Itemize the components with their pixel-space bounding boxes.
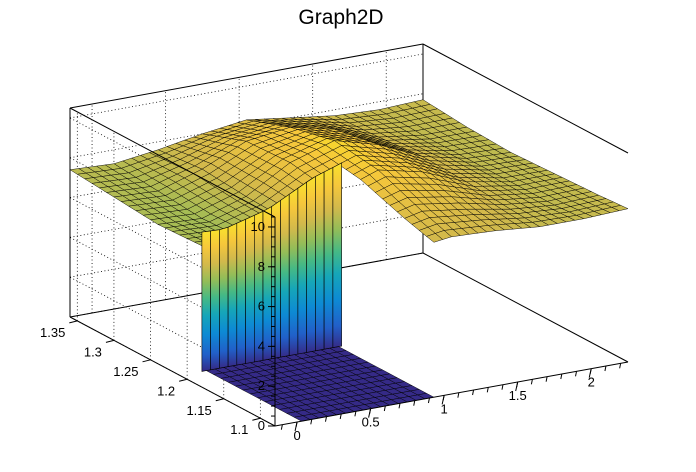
- x-minor-tick: [295, 421, 298, 428]
- z-tick-label: 2: [258, 378, 265, 393]
- x-minor-tick: [354, 411, 357, 417]
- wall-strip: [210, 229, 220, 371]
- x-minor-tick: [516, 381, 519, 388]
- box-edge: [69, 107, 276, 218]
- box-edge: [69, 43, 424, 109]
- y-tick-label: 1.3: [84, 344, 102, 359]
- wall-strip: [271, 199, 281, 360]
- y-tick: [215, 398, 224, 402]
- x-minor-tick: [413, 400, 416, 406]
- y-tick-label: 1.2: [157, 383, 175, 398]
- x-minor-tick: [398, 403, 401, 409]
- x-minor-tick: [427, 397, 430, 404]
- x-minor-tick: [501, 384, 504, 390]
- y-tick: [142, 359, 151, 363]
- x-minor-tick: [339, 413, 342, 420]
- y-tick-label: 1.25: [113, 364, 138, 379]
- box-edge: [422, 252, 629, 363]
- x-tick-label: 0.5: [362, 415, 380, 430]
- x-axis-ticks: 0 0.5 1 1.5 2: [280, 363, 622, 443]
- gridline-z-back: [69, 53, 424, 119]
- surface-mesh: [69, 99, 629, 281]
- wall-strip: [280, 193, 290, 358]
- wall-strip: [315, 171, 325, 352]
- wall-strip: [201, 230, 211, 372]
- wall-strip: [306, 175, 316, 353]
- wall-strip: [236, 218, 246, 366]
- y-tick: [179, 378, 188, 382]
- surface-cell: [611, 205, 629, 211]
- y-tick: [252, 417, 261, 421]
- x-minor-tick: [310, 419, 313, 425]
- x-minor-tick: [604, 365, 607, 372]
- x-minor-tick: [383, 405, 386, 412]
- box-edge: [274, 361, 629, 427]
- x-tick-label: 0: [293, 428, 300, 443]
- z-tick-label: 6: [258, 299, 265, 314]
- z-tick-label: 4: [258, 338, 265, 353]
- x-minor-tick: [575, 371, 578, 377]
- wall-strip: [227, 222, 238, 367]
- z-tick-label: 10: [251, 219, 265, 234]
- x-tick-label: 2: [588, 375, 595, 390]
- wall-strip: [332, 162, 342, 348]
- x-minor-tick: [457, 392, 460, 398]
- x-minor-tick: [530, 379, 533, 385]
- z-axis-ticks: 0 2 4 6 8 10: [251, 216, 275, 433]
- chart-title: Graph2D: [298, 6, 383, 29]
- x-tick-label: 1.5: [509, 388, 527, 403]
- wall-strip: [245, 214, 255, 364]
- wall-strip: [219, 226, 229, 369]
- x-minor-tick: [442, 395, 445, 401]
- y-tick-label: 1.15: [186, 403, 211, 418]
- x-minor-tick: [486, 387, 489, 393]
- box-edge: [69, 316, 276, 427]
- x-minor-tick: [472, 389, 475, 396]
- wall-strip: [288, 187, 299, 356]
- x-minor-tick: [280, 424, 283, 430]
- x-minor-tick: [589, 368, 592, 374]
- wall-strip: [297, 181, 308, 355]
- y-tick-label: 1.35: [40, 325, 65, 340]
- y-tick: [69, 320, 78, 324]
- x-minor-tick: [324, 416, 327, 422]
- x-minor-tick: [545, 376, 548, 382]
- axis-box-front: [69, 107, 629, 427]
- y-axis-ticks: 1.1 1.15 1.2 1.25 1.3 1.35: [40, 320, 261, 437]
- wall-strip: [323, 167, 334, 350]
- x-minor-tick: [560, 373, 563, 380]
- x-minor-tick: [619, 363, 622, 369]
- y-tick-label: 1.1: [230, 422, 248, 437]
- x-minor-tick: [369, 408, 372, 414]
- y-tick: [105, 339, 115, 343]
- box-edge: [422, 43, 629, 154]
- x-tick-label: 1: [441, 401, 448, 416]
- z-tick-label: 8: [258, 259, 265, 274]
- z-tick-label: 0: [258, 418, 265, 433]
